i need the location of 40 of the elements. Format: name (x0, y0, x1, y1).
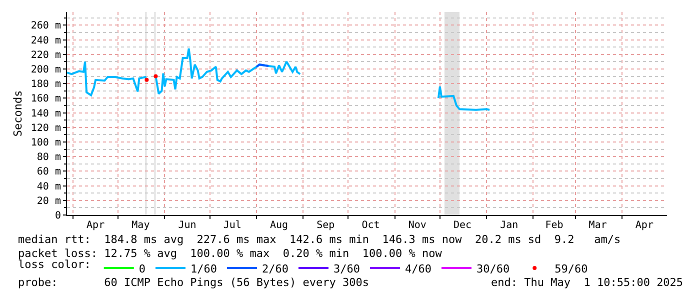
x-tick-label: Apr (635, 220, 654, 231)
x-tick-label: Jul (223, 220, 242, 231)
x-tick-label: Nov (408, 220, 426, 231)
y-tick-label: 0 (54, 210, 61, 222)
y-tick-label: 180 m (30, 79, 61, 90)
y-tick-label: 220 m (30, 50, 61, 61)
y-tick-label: 140 m (30, 108, 61, 120)
x-tick-label: Aug (270, 220, 288, 231)
y-tick-label: 200 m (30, 64, 61, 76)
legend-title: loss color: (18, 258, 91, 271)
y-tick-label: 160 m (30, 94, 61, 105)
legend-label: 59/60 (554, 262, 588, 276)
x-tick-label: Feb (545, 220, 564, 231)
x-tick-label: May (132, 220, 150, 231)
legend-label: 2/60 (262, 262, 288, 276)
legend-label: 4/60 (404, 262, 432, 276)
y-tick-label: 60 m (36, 166, 61, 178)
y-tick-label: 100 m (30, 137, 61, 148)
y-tick-label: 260 m (30, 20, 61, 32)
text: packet loss: 12.75 % avg 100.00 % max 0.20 % min 100.00 % now (18, 247, 442, 260)
x-tick-label: Jan (500, 220, 518, 231)
text: median rtt: 184.8 ms avg 227.6 ms max 142.6 ms min 146.3 ms now 20.2 ms sd 9.2 am/s (18, 233, 621, 246)
legend-label: 3/60 (333, 262, 360, 276)
x-tick-label: Jun (178, 220, 196, 231)
x-tick-label: Mar (588, 220, 607, 231)
x-tick-label: Sep (316, 220, 335, 231)
x-tick-label: Dec (453, 220, 472, 231)
y-tick-label: 20 m (36, 196, 61, 207)
y-tick-label: 40 m (36, 181, 61, 192)
legend-label: 0 (138, 262, 146, 276)
x-tick-label: Apr (86, 220, 105, 231)
y-axis-title: Seconds (12, 90, 25, 137)
text: probe: 60 ICMP Echo Pings (56 Bytes) every 300s (18, 276, 369, 289)
legend-label: 30/60 (476, 262, 510, 276)
y-tick-label: 80 m (36, 152, 61, 164)
legend-label: 1/60 (190, 262, 217, 276)
x-tick-label: Oct (362, 220, 380, 231)
text: end: Thu May 1 10:55:00 2025 (491, 276, 684, 289)
y-tick-label: 120 m (30, 122, 61, 134)
y-tick-label: 240 m (30, 35, 61, 46)
